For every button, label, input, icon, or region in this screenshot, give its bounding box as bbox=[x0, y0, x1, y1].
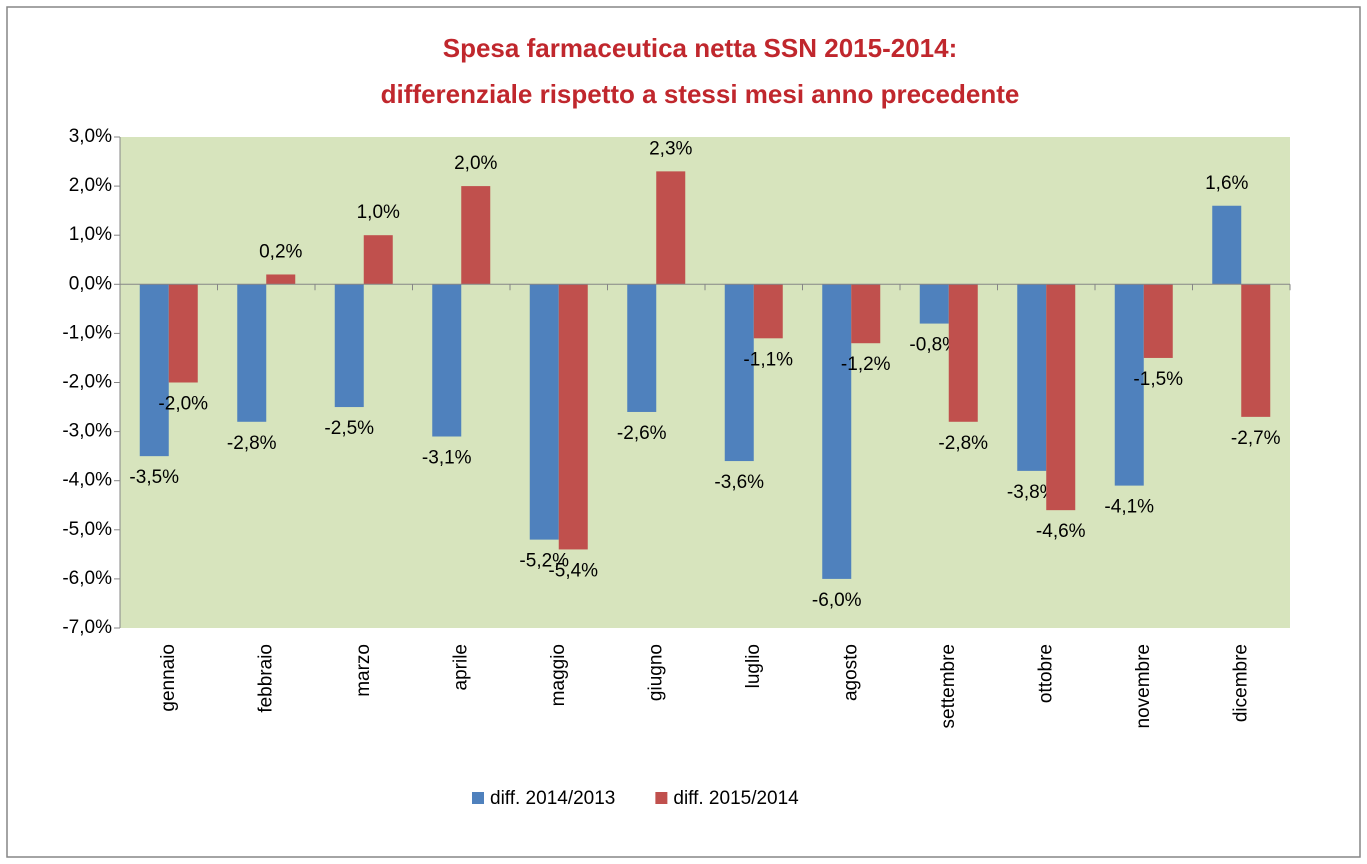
data-label: -1,1% bbox=[743, 349, 793, 370]
data-label: -2,7% bbox=[1231, 428, 1281, 449]
chart-title: differenziale rispetto a stessi mesi ann… bbox=[381, 79, 1020, 109]
y-tick-label: -2,0% bbox=[62, 372, 112, 393]
data-label: 0,2% bbox=[259, 241, 302, 262]
data-label: -3,5% bbox=[129, 467, 179, 488]
data-label: -3,6% bbox=[714, 472, 764, 493]
legend-label: diff. 2014/2013 bbox=[490, 788, 615, 809]
x-tick-label: luglio bbox=[743, 644, 764, 688]
x-tick-label: novembre bbox=[1133, 644, 1154, 729]
y-tick-label: -4,0% bbox=[62, 470, 112, 491]
bar bbox=[753, 284, 783, 339]
data-label: 1,6% bbox=[1205, 173, 1248, 194]
bar bbox=[1241, 284, 1271, 417]
x-tick-label: gennaio bbox=[158, 644, 179, 712]
y-tick-label: 1,0% bbox=[69, 224, 112, 245]
legend-swatch bbox=[472, 792, 484, 804]
x-tick-label: marzo bbox=[353, 644, 374, 697]
data-label: -4,6% bbox=[1036, 521, 1086, 542]
bar bbox=[139, 284, 169, 457]
y-tick-label: -1,0% bbox=[62, 322, 112, 343]
x-tick-label: aprile bbox=[450, 644, 471, 690]
bar bbox=[627, 284, 657, 412]
y-tick-label: 3,0% bbox=[69, 126, 112, 147]
data-label: -2,8% bbox=[938, 433, 988, 454]
bar bbox=[656, 171, 686, 285]
data-label: -4,1% bbox=[1104, 497, 1154, 518]
bar bbox=[461, 186, 491, 285]
y-tick-label: -6,0% bbox=[62, 568, 112, 589]
y-tick-label: -7,0% bbox=[62, 617, 112, 638]
x-tick-label: ottobre bbox=[1035, 644, 1056, 703]
bar bbox=[1017, 284, 1047, 471]
bar bbox=[1046, 284, 1076, 511]
bar bbox=[334, 284, 364, 408]
data-label: -5,2% bbox=[519, 551, 569, 572]
data-label: -2,5% bbox=[324, 418, 374, 439]
chart-title: Spesa farmaceutica netta SSN 2015-2014: bbox=[443, 33, 958, 63]
data-label: -1,5% bbox=[1133, 369, 1183, 390]
bar bbox=[724, 284, 754, 462]
data-label: 2,0% bbox=[454, 153, 497, 174]
bar bbox=[168, 284, 198, 383]
data-label: -2,0% bbox=[158, 394, 208, 415]
x-tick-label: febbraio bbox=[255, 644, 276, 713]
y-tick-label: -3,0% bbox=[62, 421, 112, 442]
x-tick-label: settembre bbox=[938, 644, 959, 728]
data-label: -1,2% bbox=[841, 354, 891, 375]
y-tick-label: 2,0% bbox=[69, 175, 112, 196]
bar bbox=[1143, 284, 1173, 358]
bar bbox=[822, 284, 852, 579]
data-label: -3,8% bbox=[1007, 482, 1057, 503]
bar bbox=[363, 235, 393, 285]
legend-label: diff. 2015/2014 bbox=[673, 788, 799, 809]
data-label: -2,6% bbox=[617, 423, 667, 444]
data-label: -5,4% bbox=[548, 560, 598, 581]
y-tick-label: -5,0% bbox=[62, 519, 112, 540]
data-label: 2,3% bbox=[649, 138, 692, 159]
bar bbox=[1212, 205, 1242, 285]
bar bbox=[851, 284, 881, 344]
bar bbox=[237, 284, 267, 422]
x-tick-label: dicembre bbox=[1230, 644, 1251, 722]
bar bbox=[948, 284, 978, 422]
x-tick-label: agosto bbox=[840, 644, 861, 701]
x-tick-label: giugno bbox=[645, 644, 666, 701]
data-label: -2,8% bbox=[227, 433, 277, 454]
x-tick-label: maggio bbox=[548, 644, 569, 706]
bar bbox=[558, 284, 588, 550]
plot-area bbox=[120, 137, 1290, 628]
bar bbox=[919, 284, 949, 324]
data-label: -6,0% bbox=[812, 590, 862, 611]
bar bbox=[1114, 284, 1144, 486]
data-label: -0,8% bbox=[909, 335, 959, 356]
data-label: -3,1% bbox=[422, 448, 472, 469]
bar bbox=[529, 284, 559, 540]
legend-swatch bbox=[655, 792, 668, 804]
bar bbox=[266, 274, 296, 285]
y-tick-label: 0,0% bbox=[69, 273, 112, 294]
data-label: 1,0% bbox=[357, 202, 400, 223]
bar bbox=[432, 284, 462, 437]
